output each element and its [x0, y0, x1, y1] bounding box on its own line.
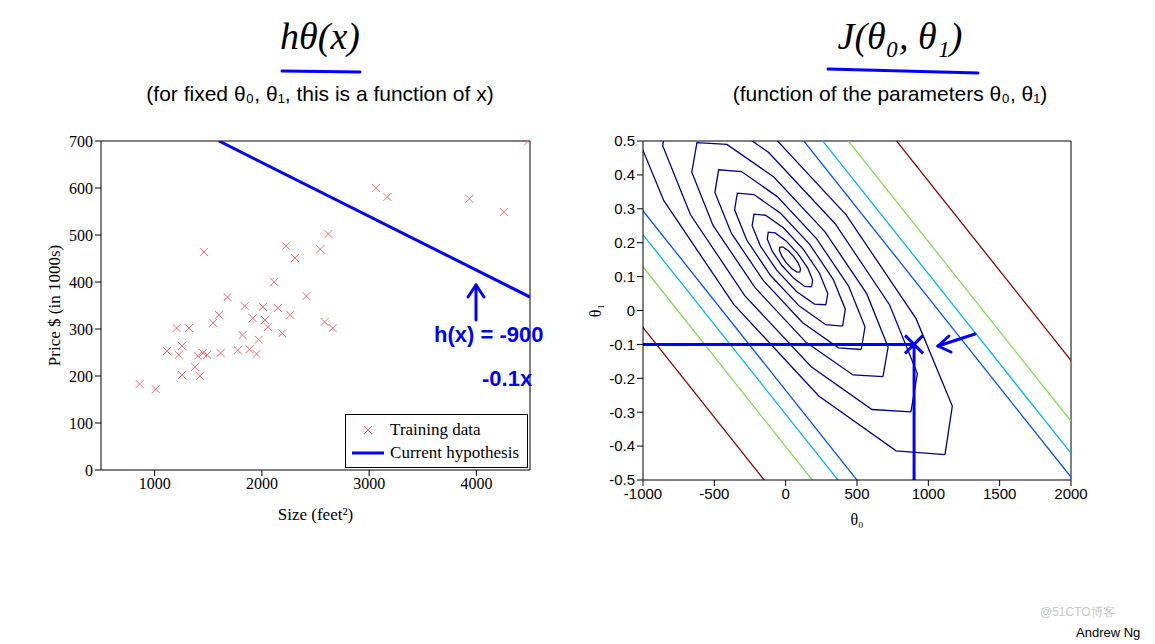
html-text:-0.1x: -0.1x — [482, 366, 533, 391]
svg-text:Size (feet²): Size (feet²) — [278, 505, 353, 524]
svg-text:700: 700 — [69, 133, 93, 150]
svg-text:0.2: 0.2 — [614, 234, 635, 251]
svg-text:2000: 2000 — [1054, 485, 1087, 502]
svg-text:3000: 3000 — [353, 475, 385, 492]
svg-text:300: 300 — [69, 321, 93, 338]
svg-text:4000: 4000 — [460, 475, 492, 492]
svg-text:0.5: 0.5 — [614, 132, 635, 149]
svg-text:θ₀: θ₀ — [850, 511, 863, 528]
svg-text:-1000: -1000 — [623, 484, 663, 502]
svg-text:500: 500 — [844, 485, 869, 502]
svg-text:0: 0 — [627, 302, 635, 319]
html-text:Current hypothesis: Current hypothesis — [390, 443, 519, 462]
svg-text:-500: -500 — [699, 485, 729, 502]
svg-text:θ₁: θ₁ — [587, 304, 604, 317]
svg-text:-0.2: -0.2 — [609, 370, 635, 387]
svg-text:-0.3: -0.3 — [609, 404, 635, 421]
svg-text:200: 200 — [69, 368, 93, 385]
svg-text:500: 500 — [69, 227, 93, 244]
svg-text:600: 600 — [69, 180, 93, 197]
svg-text:1500: 1500 — [983, 485, 1016, 502]
svg-text:0.1: 0.1 — [614, 268, 635, 285]
svg-text:400: 400 — [69, 274, 93, 291]
svg-text:Price $ (in 1000s): Price $ (in 1000s) — [45, 245, 64, 366]
svg-text:0: 0 — [85, 462, 93, 479]
svg-text:1000: 1000 — [139, 475, 171, 492]
html-text:Andrew Ng: Andrew Ng — [1076, 625, 1141, 640]
html-text:Training data: Training data — [390, 420, 481, 439]
html-text:(function of the parameters θ₀: (function of the parameters θ₀, θ₁) — [732, 82, 1048, 105]
html-text:(for fixed θ₀, θ₁, this is a f: (for fixed θ₀, θ₁, this is a function of… — [146, 82, 494, 105]
html-text:hθ(x): hθ(x) — [280, 15, 360, 57]
svg-text:-0.5: -0.5 — [609, 471, 635, 488]
html-text:J(θ₀, θ₁): J(θ₀, θ₁) — [837, 15, 963, 57]
svg-text:0: 0 — [781, 485, 789, 502]
svg-text:100: 100 — [69, 415, 93, 432]
svg-text:0.3: 0.3 — [614, 200, 635, 217]
svg-text:0.4: 0.4 — [614, 166, 635, 183]
html-text:@51CTO博客: @51CTO博客 — [1040, 605, 1115, 619]
svg-text:1000: 1000 — [912, 485, 945, 502]
html-text:h(x) = -900: h(x) = -900 — [434, 322, 544, 347]
svg-text:2000: 2000 — [246, 475, 278, 492]
svg-text:-0.4: -0.4 — [609, 437, 635, 454]
svg-text:-0.1: -0.1 — [609, 336, 635, 353]
